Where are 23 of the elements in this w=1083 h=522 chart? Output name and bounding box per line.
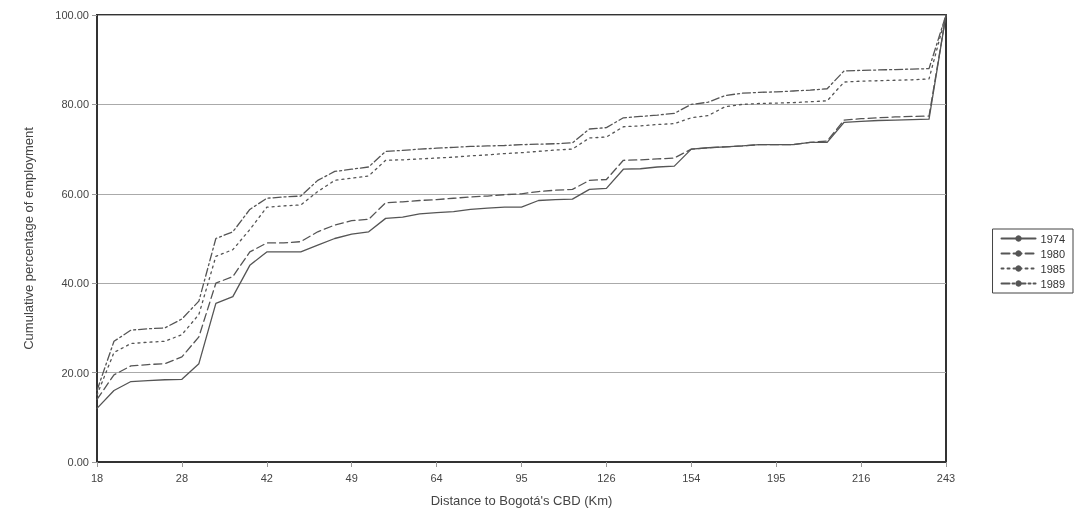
y-axis-title: Cumulative percentage of employment: [21, 126, 36, 350]
x-tick-label: 126: [597, 471, 616, 484]
y-tick-label: 100.00: [55, 9, 89, 21]
x-tick-label: 95: [515, 471, 528, 484]
x-tick-label: 64: [430, 471, 443, 484]
legend-label: 1989: [1040, 277, 1066, 290]
x-tick-label: 28: [175, 471, 189, 484]
x-tick-label: 18: [90, 471, 104, 484]
y-tick-label: 40.00: [61, 277, 89, 290]
x-tick-label: 42: [260, 471, 273, 484]
y-tick-label: 20.00: [61, 366, 89, 379]
x-tick-label: 195: [767, 471, 786, 484]
x-tick-label: 154: [682, 471, 701, 484]
x-tick-label: 216: [851, 471, 871, 484]
legend-label: 1974: [1040, 232, 1066, 245]
y-tick-label: 0.00: [67, 456, 89, 468]
y-tick-label: 60.00: [61, 187, 89, 200]
y-tick-label: 80.00: [61, 98, 89, 111]
x-axis-title: Distance to Bogotá's CBD (Km): [430, 493, 613, 508]
x-tick-label: 49: [345, 471, 358, 484]
legend-label: 1980: [1040, 247, 1066, 260]
x-tick-label: 243: [936, 471, 956, 484]
legend-label: 1985: [1040, 262, 1066, 275]
